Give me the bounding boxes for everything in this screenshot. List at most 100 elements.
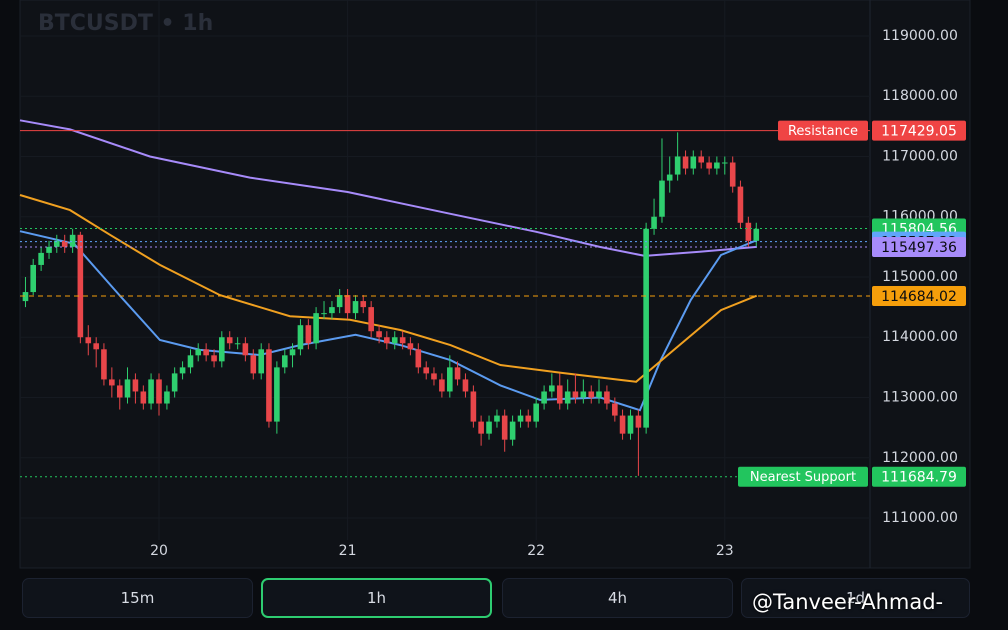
candle-body — [525, 415, 532, 422]
candle-body — [109, 379, 115, 386]
price-tag — [872, 120, 966, 141]
candle-body — [187, 355, 194, 368]
candle-body — [211, 355, 217, 362]
x-tick-label: 22 — [527, 543, 545, 559]
price-tag-label: 114684.02 — [881, 289, 957, 305]
candle-body — [666, 174, 673, 181]
candle-body — [329, 307, 335, 314]
timeframe-button[interactable]: 4h — [502, 578, 733, 618]
candle-body — [391, 337, 398, 344]
candle-body — [407, 343, 414, 350]
candle-body — [360, 301, 367, 308]
candle-body — [218, 337, 225, 362]
candle-body — [604, 391, 610, 404]
candle-body — [470, 391, 477, 422]
candle-body — [344, 295, 351, 314]
candle-body — [124, 379, 131, 398]
candle-body — [517, 415, 524, 422]
candle-body — [30, 264, 37, 293]
candle-body — [674, 156, 681, 175]
candle-body — [171, 373, 178, 392]
candle-body — [572, 391, 579, 398]
candle-body — [659, 180, 665, 217]
chart: BTCUSDT • 1h 111000.00 112000.00 113000.00… — [19, 0, 971, 569]
candle-body — [376, 331, 382, 338]
candle-body — [533, 403, 539, 422]
candle-body — [93, 343, 99, 350]
candle-body — [714, 162, 720, 169]
timeframe-button[interactable]: 1h — [261, 578, 492, 618]
candle-body — [635, 415, 642, 428]
candle-body — [179, 367, 186, 374]
candle-body — [549, 385, 555, 392]
price-tag-label: 115497.36 — [881, 240, 957, 256]
candle-body — [132, 379, 139, 392]
candle-body — [431, 373, 437, 380]
candle-body — [297, 325, 304, 350]
candle-body — [745, 222, 752, 241]
y-tick-label: 119000.00 — [882, 28, 958, 44]
candle-body — [46, 246, 52, 253]
candle-body — [447, 367, 453, 392]
candle-body — [305, 325, 312, 344]
candle-body — [415, 349, 422, 368]
moving-average — [19, 194, 758, 383]
candle-body — [85, 337, 92, 344]
moving-average — [19, 119, 757, 257]
candle-body — [101, 349, 107, 380]
candle-body — [281, 355, 288, 368]
candle-body — [737, 186, 744, 223]
y-tick-label: 112000.00 — [882, 450, 958, 466]
candle-body — [22, 292, 29, 302]
candle-body — [682, 156, 689, 169]
y-tick-label: 115000.00 — [882, 269, 958, 285]
candle-body — [423, 367, 430, 374]
watermark: @Tanveer-Ahmad- — [752, 590, 944, 614]
candle-body — [313, 313, 319, 344]
candle-body — [266, 349, 272, 422]
price-tag — [872, 466, 966, 487]
candle-body — [612, 403, 618, 416]
x-tick-label: 21 — [339, 543, 357, 559]
candle-body — [651, 216, 657, 229]
candle-body — [698, 156, 705, 163]
candle-body — [596, 391, 602, 398]
candle-body — [53, 240, 60, 247]
y-tick-label: 111000.00 — [882, 510, 958, 526]
price-line-name: Resistance — [788, 124, 858, 139]
candle-body — [494, 415, 500, 422]
candle-body — [706, 162, 712, 169]
candle-body — [588, 391, 595, 398]
candle-body — [77, 234, 84, 338]
candle-body — [321, 313, 327, 315]
candle-body — [753, 228, 760, 241]
candle-body — [556, 385, 563, 404]
candle-body — [195, 349, 202, 356]
price-tag-label: 117429.05 — [881, 124, 957, 140]
candle-body — [478, 421, 484, 434]
candle-body — [454, 367, 461, 380]
candle-body — [352, 301, 359, 314]
price-tag — [872, 237, 966, 258]
price-tag — [872, 286, 966, 307]
candle-body — [541, 391, 547, 404]
candle-body — [164, 391, 170, 404]
candle-body — [250, 355, 257, 374]
candle-body — [140, 391, 147, 404]
candle-body — [564, 391, 571, 404]
candle-body — [156, 379, 162, 404]
candle-body — [729, 162, 736, 187]
candle-body — [501, 415, 508, 440]
candle-body — [242, 343, 249, 356]
price-line-name-box — [778, 120, 868, 141]
candle-body — [399, 337, 406, 344]
candle-body — [148, 379, 154, 404]
candle-body — [619, 415, 626, 434]
candle-body — [580, 391, 587, 398]
price-line-name: Nearest Support — [750, 470, 856, 485]
timeframe-button[interactable]: 1d — [741, 578, 970, 618]
candle-body — [439, 379, 445, 392]
timeframe-button[interactable]: 15m — [22, 578, 253, 618]
candle-body — [203, 349, 209, 356]
candle-body — [226, 337, 233, 344]
